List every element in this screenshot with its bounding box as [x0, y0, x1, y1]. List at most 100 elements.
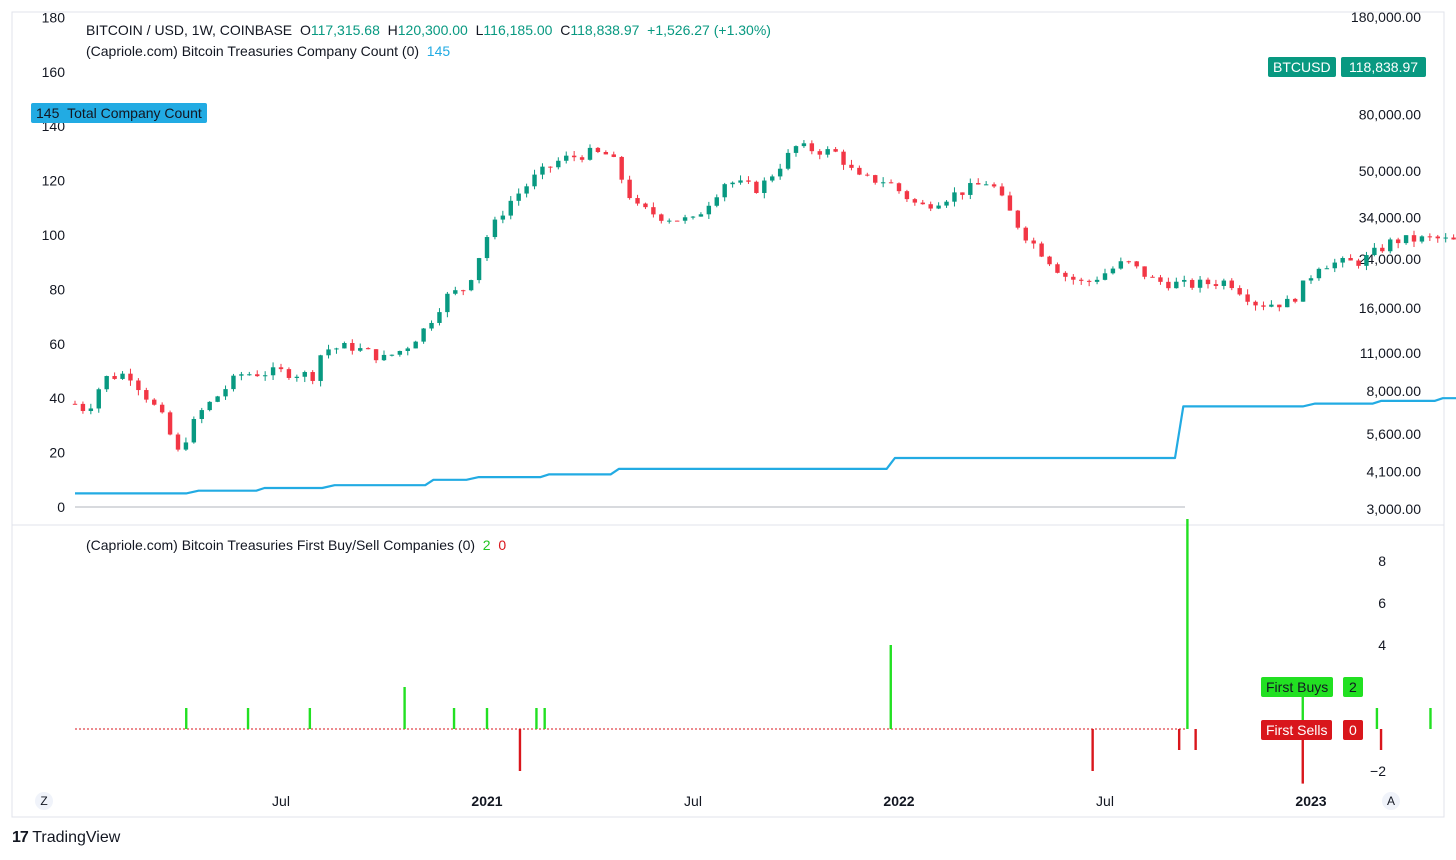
candle-body [88, 408, 94, 412]
candle-body [754, 181, 759, 193]
first-buy-bar [308, 708, 312, 729]
candle-body [888, 182, 894, 184]
candle-body [104, 376, 109, 390]
candle-body [1395, 239, 1401, 244]
candle-body [1118, 261, 1124, 269]
candle-body [611, 154, 616, 157]
candle-body [793, 146, 799, 153]
candle-body [152, 399, 157, 405]
candle-body [429, 322, 434, 329]
candle-body [302, 372, 307, 377]
candle-body [405, 348, 410, 351]
candle-body [746, 180, 751, 182]
lower-tick-label: 8 [1378, 553, 1386, 569]
candle-body [1261, 305, 1266, 307]
candle-body [516, 193, 521, 201]
auto-zoom-button[interactable]: Z [35, 792, 53, 810]
candle-body [508, 200, 513, 216]
candle-body [239, 374, 244, 376]
candle-body [1356, 260, 1361, 266]
candle-body [524, 186, 529, 194]
candle-body [1253, 301, 1258, 306]
first-sells-label: First Sells [1266, 722, 1328, 738]
symbol-title: BITCOIN / USD, 1W, COINBASE [86, 22, 293, 38]
candle-body [1023, 227, 1028, 241]
right-tick-label: 11,000.00 [1360, 345, 1421, 361]
time-tick-label: Jul [1096, 793, 1114, 809]
candle-body [175, 434, 181, 450]
candle-body [270, 367, 276, 376]
candle-body [381, 354, 387, 361]
first-buy-bar [1429, 708, 1432, 729]
right-tick-label: 16,000.00 [1359, 300, 1421, 316]
candle-body [1245, 294, 1250, 302]
candle-body [1126, 261, 1131, 263]
symbol-legend[interactable]: BITCOIN / USD, 1W, COINBASE O117,315.68 … [86, 22, 771, 38]
first-sell-bar [1091, 729, 1094, 771]
candle-body [358, 348, 363, 351]
candle-body [674, 220, 680, 222]
candle-body [1388, 239, 1393, 252]
left-tick-label: 60 [49, 336, 65, 352]
lower-tick-label: 6 [1378, 595, 1386, 611]
first-sells-tag: First Sells [1261, 720, 1333, 740]
candle-body [350, 343, 355, 351]
time-axis[interactable]: Jul2021Jul2022Jul2023Jul2024Jul2025Jul20… [272, 793, 1456, 809]
auto-scale-button[interactable]: A [1382, 792, 1400, 810]
candle-body [587, 147, 593, 160]
right-tick-label: 4,100.00 [1367, 463, 1422, 479]
candle-body [215, 396, 220, 402]
right-tick-label: 34,000.00 [1359, 209, 1421, 225]
candle-body [833, 149, 838, 152]
candle-body [183, 442, 189, 450]
right-axis[interactable]: 180,000.0080,000.0050,000.0034,000.0024,… [1351, 9, 1421, 517]
lower-axis[interactable]: 8 6 4 −2 [1370, 553, 1386, 779]
candle-body [1079, 279, 1084, 281]
candle-body [1221, 280, 1227, 286]
first-buys-label: First Buys [1266, 679, 1329, 695]
candle-body [952, 192, 957, 202]
candle-body [1332, 262, 1337, 269]
candle-body [1174, 281, 1179, 289]
candle-body [1189, 279, 1195, 288]
candle-body [1197, 279, 1203, 288]
candle-body [849, 164, 854, 168]
candle-body [809, 143, 815, 152]
indicator1-legend[interactable]: (Capriole.com) Bitcoin Treasuries Compan… [86, 43, 450, 59]
indicator2-legend[interactable]: (Capriole.com) Bitcoin Treasuries First … [86, 537, 506, 553]
candle-body [1451, 237, 1456, 240]
candle-body [865, 174, 870, 176]
candle-body [785, 152, 791, 169]
candle-body [1063, 272, 1068, 277]
count-tag: 145 Total Company Count [31, 103, 207, 123]
candle-body [437, 312, 442, 323]
tradingview-logo[interactable]: 17 TradingView [12, 829, 120, 847]
candle-body [912, 199, 918, 203]
first-buy-bar [889, 645, 892, 729]
candle-body [1443, 237, 1448, 239]
candle-body [595, 147, 601, 152]
price-tag-value-text: 118,838.97 [1349, 59, 1419, 75]
candle-body [659, 214, 664, 221]
candle-body [627, 179, 632, 199]
right-tick-label: 8,000.00 [1367, 383, 1422, 399]
left-tick-label: 20 [49, 445, 65, 461]
time-tick-label: Jul [684, 793, 702, 809]
candle-body [223, 389, 228, 397]
candle-body [857, 167, 862, 175]
time-tick-label: Jul [272, 793, 290, 809]
first-buy-bar [185, 708, 188, 729]
candle-body [207, 401, 212, 411]
candle-body [730, 182, 735, 185]
right-tick-label: 80,000.00 [1359, 106, 1421, 122]
candle-body [389, 354, 395, 356]
candle-body [120, 373, 125, 379]
left-tick-label: 100 [42, 227, 66, 243]
candle-body [128, 373, 133, 381]
first-buy-bar [543, 708, 546, 729]
candle-body [540, 166, 545, 175]
candle-body [873, 175, 878, 183]
left-tick-label: 160 [42, 64, 66, 80]
